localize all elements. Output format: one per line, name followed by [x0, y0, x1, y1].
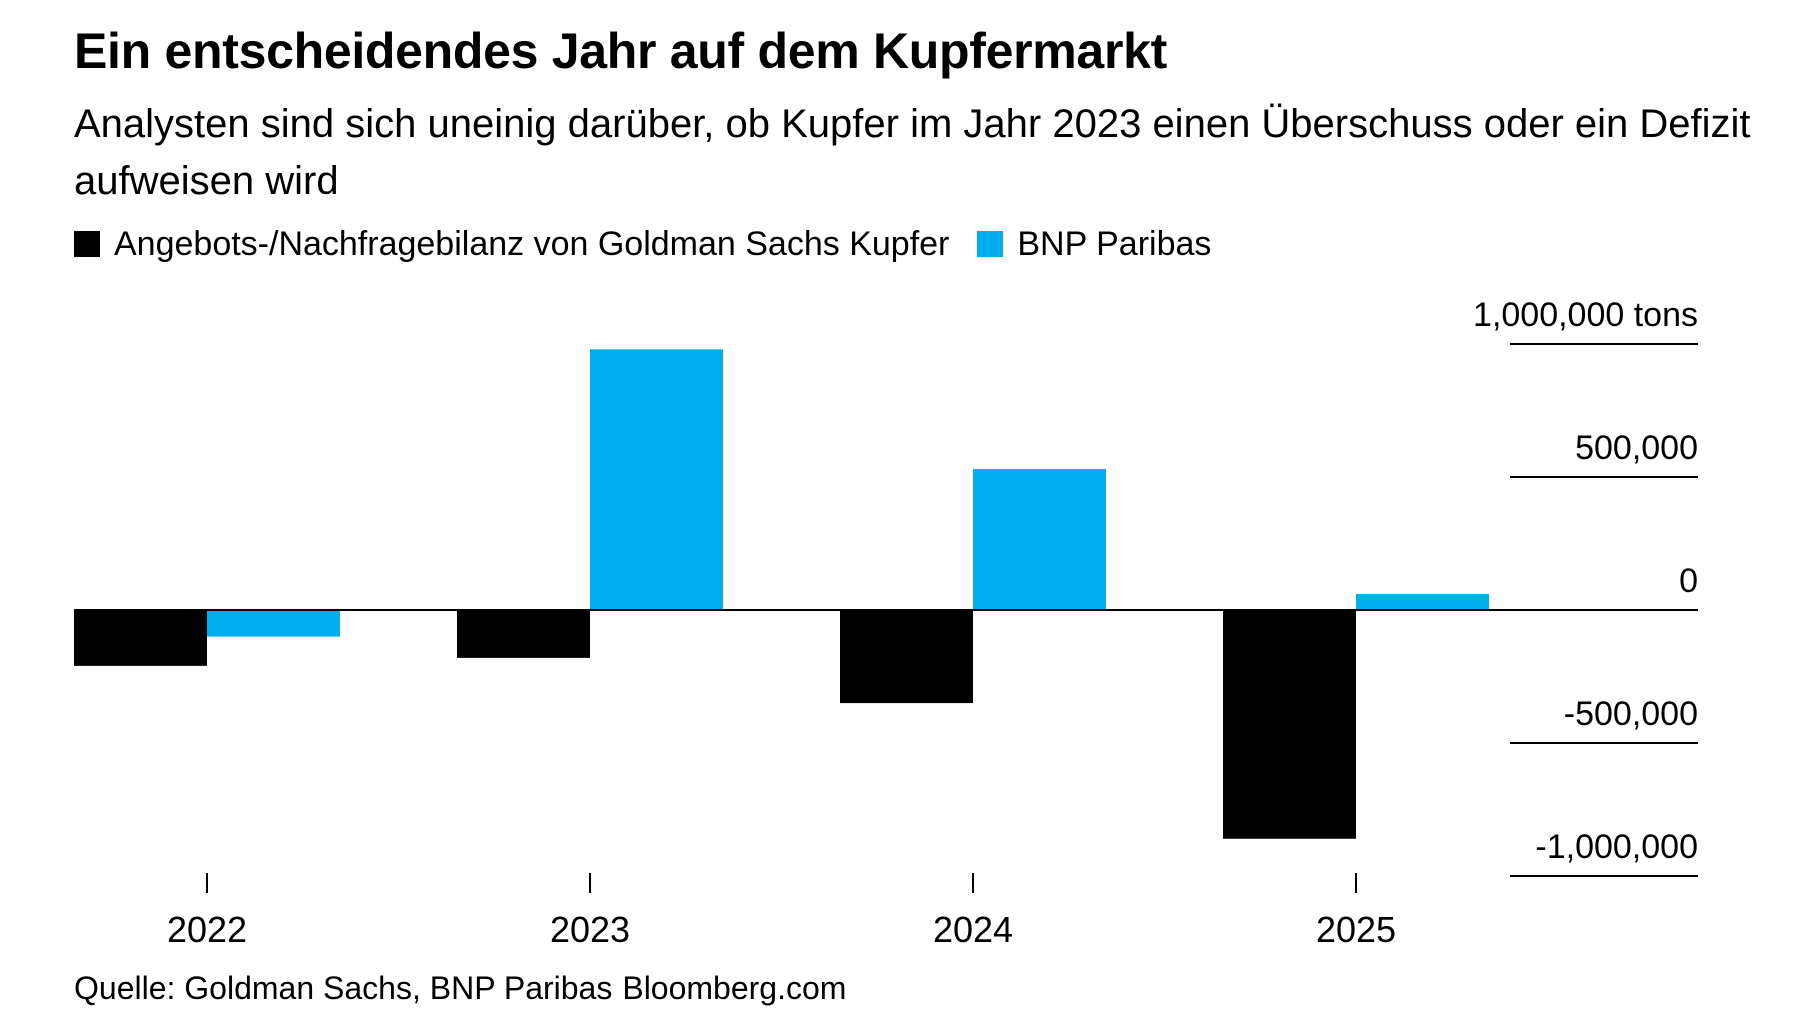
bar-goldman-2023 [457, 610, 590, 658]
legend-swatch-goldman [74, 231, 100, 257]
bar-goldman-2022 [74, 610, 207, 666]
y-tick-label-2: 0 [1679, 562, 1698, 600]
bar-bnp-2025 [1356, 594, 1489, 610]
bar-goldman-2024 [840, 610, 973, 704]
x-tick-label-2022: 2022 [167, 909, 247, 950]
legend-item-bnp: BNP Paribas [977, 225, 1211, 264]
legend-item-goldman: Angebots-/Nachfragebilanz von Goldman Sa… [74, 225, 949, 264]
bar-bnp-2024 [973, 469, 1106, 610]
bar-bnp-2022 [207, 610, 340, 637]
legend-label-goldman: Angebots-/Nachfragebilanz von Goldman Sa… [114, 224, 950, 263]
source-note: Quelle: Goldman Sachs, BNP Paribas Bloomb… [74, 970, 846, 1007]
y-tick-label-3: -500,000 [1564, 695, 1698, 733]
y-tick-label-1: 500,000 [1575, 429, 1698, 467]
x-tick-label-2024: 2024 [933, 909, 1013, 950]
chart-title: Ein entscheidendes Jahr auf dem Kupferma… [74, 23, 1167, 79]
y-tick-label-4: -1,000,000 [1535, 828, 1698, 866]
bar-goldman-2025 [1223, 610, 1356, 839]
bar-bnp-2023 [590, 349, 723, 610]
chart-subtitle: Analysten sind sich uneinig darüber, ob … [74, 102, 1751, 203]
source-text: Quelle: Goldman Sachs, BNP Paribas [74, 970, 613, 1006]
y-tick-label-0: 1,000,000 tons [1473, 296, 1698, 334]
brand-text: Bloomberg.com [622, 970, 847, 1006]
legend-label-bnp: BNP Paribas [1017, 224, 1212, 263]
legend-swatch-bnp [977, 231, 1004, 257]
x-tick-label-2025: 2025 [1316, 909, 1396, 950]
x-tick-label-2023: 2023 [550, 909, 630, 950]
legend: Angebots-/Nachfragebilanz von Goldman Sa… [74, 222, 1239, 266]
